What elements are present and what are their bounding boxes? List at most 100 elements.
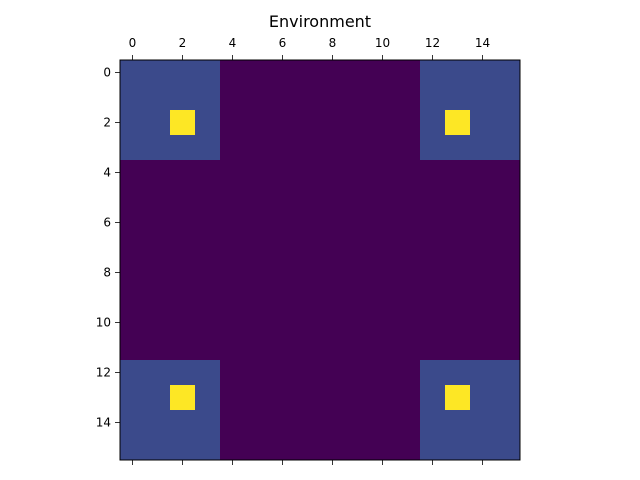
y-tick-label: 0 (103, 66, 111, 80)
heatmap-cell (370, 235, 396, 261)
heatmap-cell (320, 285, 346, 311)
heatmap-cell (370, 385, 396, 411)
heatmap-cell (345, 210, 371, 236)
heatmap-cell (245, 360, 271, 386)
heatmap-cell (270, 435, 296, 461)
heatmap-cell (195, 185, 221, 211)
heatmap-cell (295, 135, 321, 161)
y-tick-label: 12 (96, 366, 111, 380)
heatmap-cell (270, 235, 296, 261)
heatmap-cell (245, 60, 271, 86)
x-tick-label: 12 (425, 36, 440, 50)
heatmap-cell (145, 185, 171, 211)
heatmap-cell (120, 210, 146, 236)
heatmap-cell (370, 160, 396, 186)
heatmap-cell (470, 160, 496, 186)
heatmap-cell (370, 210, 396, 236)
heatmap-cell (345, 335, 371, 361)
heatmap-cell (470, 335, 496, 361)
heatmap-cell (420, 235, 446, 261)
heatmap-cell (295, 185, 321, 211)
heatmap-cell (220, 160, 246, 186)
heatmap-cell (120, 110, 146, 136)
heatmap-cell (470, 210, 496, 236)
heatmap-cell (395, 410, 421, 436)
heatmap-cell (445, 110, 471, 136)
heatmap-cell (120, 260, 146, 286)
heatmap-cell (470, 235, 496, 261)
heatmap-cell (445, 335, 471, 361)
heatmap-cell (320, 160, 346, 186)
heatmap-cell (120, 310, 146, 336)
heatmap-cell (145, 410, 171, 436)
heatmap-cell (145, 210, 171, 236)
heatmap-cell (370, 260, 396, 286)
heatmap-cell (145, 85, 171, 111)
heatmap-cell (420, 210, 446, 236)
heatmap-cell (445, 210, 471, 236)
heatmap-cell (120, 60, 146, 86)
heatmap-cell (495, 85, 521, 111)
heatmap-cell (220, 410, 246, 436)
heatmap-cell (445, 135, 471, 161)
heatmap-cell (270, 60, 296, 86)
heatmap-cell (195, 235, 221, 261)
heatmap-cell (220, 360, 246, 386)
heatmap-cell (420, 385, 446, 411)
heatmap-cell (470, 135, 496, 161)
heatmap-cell (370, 85, 396, 111)
heatmap-cell (395, 435, 421, 461)
heatmap-cell (495, 60, 521, 86)
heatmap-cell (295, 310, 321, 336)
heatmap-cell (220, 335, 246, 361)
heatmap-cell (270, 185, 296, 211)
heatmap-cell (195, 85, 221, 111)
x-tick-label: 0 (129, 36, 137, 50)
heatmap-cell (395, 260, 421, 286)
heatmap-cell (345, 135, 371, 161)
heatmap-cell (445, 435, 471, 461)
chart-title: Environment (269, 12, 371, 31)
heatmap-cell (220, 285, 246, 311)
y-tick-label: 14 (96, 416, 111, 430)
heatmap-cell (170, 235, 196, 261)
heatmap-cell (120, 360, 146, 386)
heatmap-cell (445, 60, 471, 86)
x-tick-label: 10 (375, 36, 390, 50)
heatmap-cell (470, 185, 496, 211)
heatmap-cell (145, 235, 171, 261)
heatmap-cell (195, 335, 221, 361)
heatmap-cell (120, 385, 146, 411)
heatmap-cell (470, 310, 496, 336)
y-tick-label: 4 (103, 166, 111, 180)
heatmap-cell (170, 335, 196, 361)
heatmap-cell (420, 335, 446, 361)
heatmap-cell (145, 335, 171, 361)
heatmap-cell (120, 335, 146, 361)
heatmap-cell (320, 60, 346, 86)
heatmap-cell (370, 135, 396, 161)
x-tick-label: 2 (179, 36, 187, 50)
heatmap-cell (320, 235, 346, 261)
plot-frame (119, 59, 521, 461)
heatmap-cell (220, 260, 246, 286)
heatmap-cell (195, 385, 221, 411)
heatmap-cell (295, 210, 321, 236)
heatmap-cell (370, 60, 396, 86)
heatmap-cell (420, 110, 446, 136)
heatmap-cell (295, 335, 321, 361)
heatmap-cell (145, 285, 171, 311)
heatmap-cell (170, 85, 196, 111)
heatmap-cell (320, 210, 346, 236)
heatmap-cell (245, 260, 271, 286)
heatmap-cell (470, 360, 496, 386)
heatmap-cell (470, 285, 496, 311)
heatmap-cell (345, 385, 371, 411)
heatmap-cell (245, 385, 271, 411)
heatmap-cell (145, 385, 171, 411)
y-axis-ticks: 0 2 4 6 8 10 12 14 (96, 66, 120, 430)
heatmap-cell (195, 110, 221, 136)
heatmap-cell (195, 160, 221, 186)
heatmap-cell (220, 310, 246, 336)
